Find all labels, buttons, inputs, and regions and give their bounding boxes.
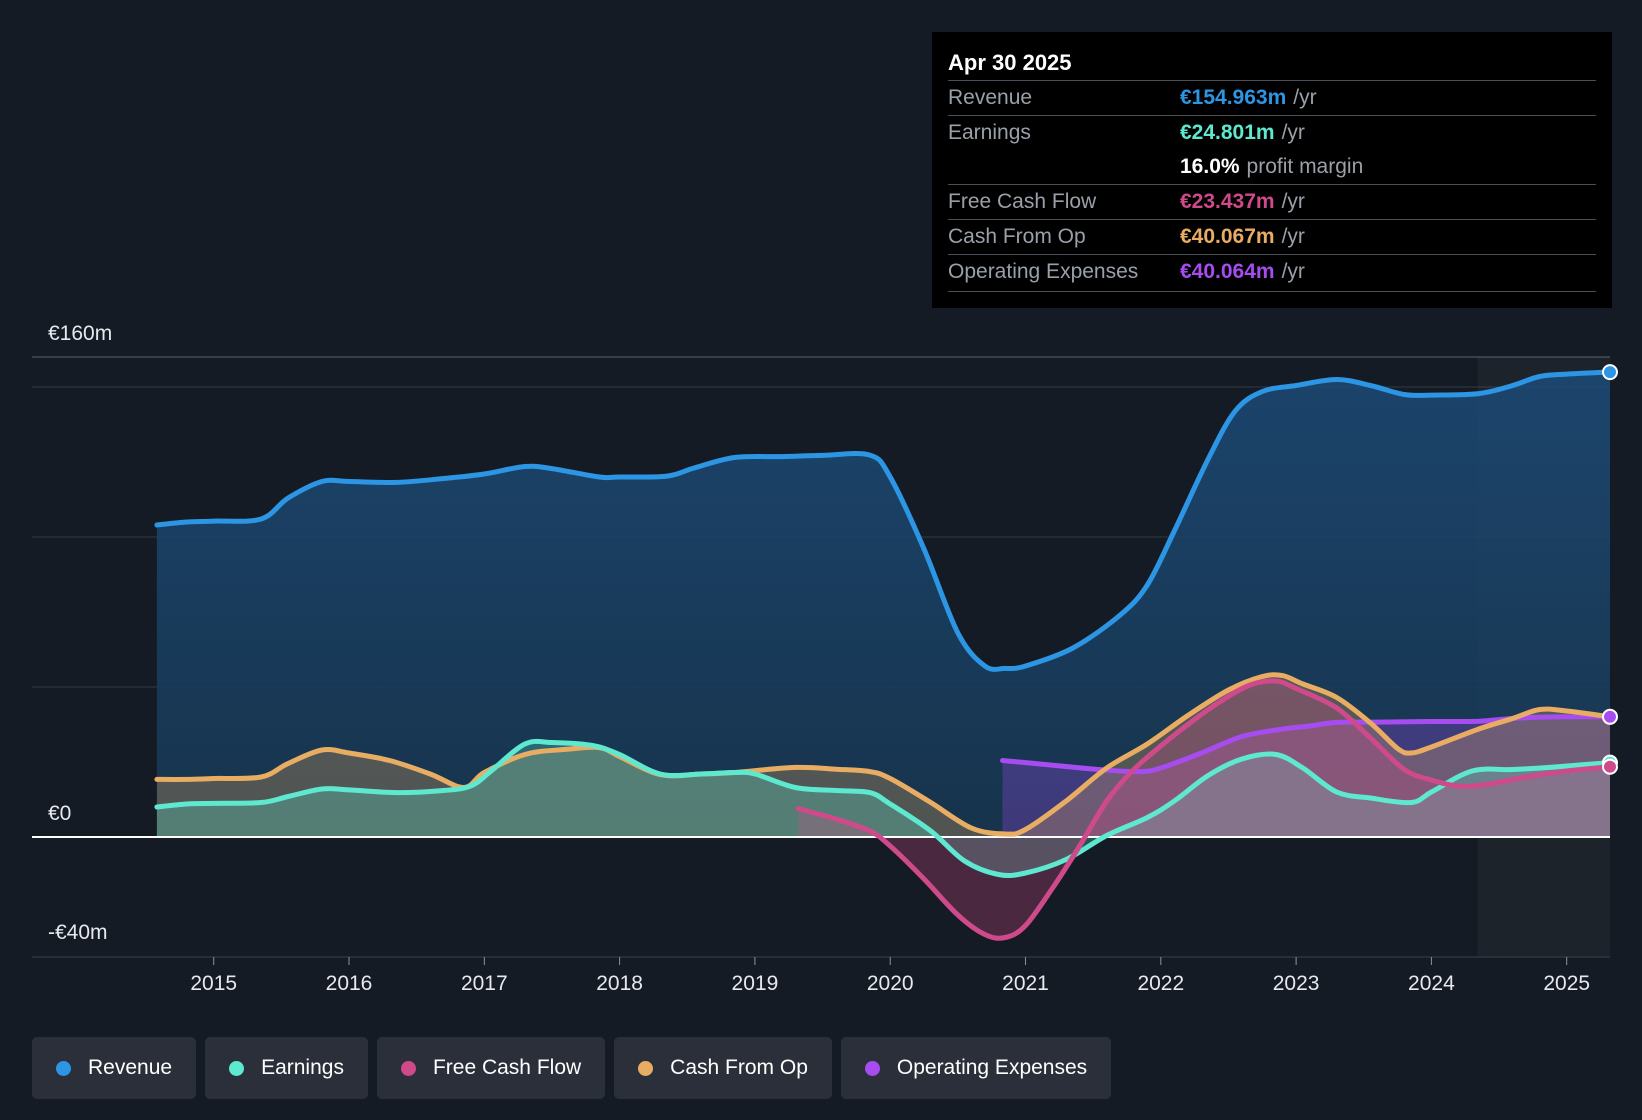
x-tick-label: 2017 bbox=[461, 972, 508, 995]
x-tick-label: 2015 bbox=[190, 972, 237, 995]
operating-expenses-dot-icon bbox=[864, 1060, 880, 1076]
legend-item-free-cash-flow[interactable]: Free Cash Flow bbox=[376, 1037, 606, 1099]
tooltip-row-earnings: Earnings €24.801m /yr bbox=[948, 115, 1596, 150]
x-tick-label: 2020 bbox=[867, 972, 914, 995]
revenue-area bbox=[156, 372, 1610, 837]
earnings-line bbox=[154, 738, 1613, 879]
tooltip-value: €154.963m bbox=[1180, 86, 1287, 109]
x-tick-label: 2023 bbox=[1273, 972, 1320, 995]
free-cash-flow-end-marker bbox=[1602, 758, 1618, 775]
x-tick-label: 2022 bbox=[1137, 972, 1184, 995]
operating-expenses-area bbox=[1002, 716, 1610, 837]
tooltip-row-operating-expenses: Operating Expenses €40.064m /yr bbox=[948, 254, 1596, 289]
legend-label: Cash From Op bbox=[670, 1056, 808, 1079]
x-tick-label: 2019 bbox=[732, 972, 779, 995]
tooltip-row-profit-margin: 16.0% profit margin bbox=[948, 150, 1596, 184]
tooltip-label: Operating Expenses bbox=[948, 260, 1139, 283]
legend-label: Operating Expenses bbox=[896, 1056, 1088, 1079]
tooltip-value: 16.0% bbox=[1180, 155, 1240, 178]
cash-from-op-line bbox=[154, 672, 1613, 837]
legend-label: Revenue bbox=[88, 1056, 173, 1079]
tooltip-label: Revenue bbox=[948, 86, 1033, 109]
tooltip-label: Earnings bbox=[948, 121, 1031, 144]
x-tick-label: 2016 bbox=[326, 972, 373, 995]
tooltip-unit: /yr bbox=[1281, 121, 1305, 144]
tooltip-unit: profit margin bbox=[1246, 155, 1364, 178]
x-tick-label: 2024 bbox=[1408, 972, 1455, 995]
tooltip-date: Apr 30 2025 bbox=[948, 50, 1072, 75]
y-label-bottom: -€40m bbox=[48, 921, 108, 944]
x-axis-ticks: 2015 2016 2017 2018 2019 2020 2021 2022 2023 2024… bbox=[190, 957, 1590, 995]
y-label-top: €160m bbox=[48, 322, 112, 345]
revenue-dot-icon bbox=[56, 1060, 71, 1076]
tooltip-unit: /yr bbox=[1293, 86, 1317, 109]
tooltip-value: €40.064m bbox=[1180, 260, 1275, 283]
tooltip-unit: /yr bbox=[1281, 190, 1305, 213]
cash-from-op-dot-icon bbox=[638, 1060, 654, 1076]
tooltip-unit: /yr bbox=[1281, 225, 1305, 248]
x-tick-label: 2018 bbox=[596, 972, 643, 995]
tooltip-label: Cash From Op bbox=[948, 225, 1086, 248]
legend-item-revenue[interactable]: Revenue bbox=[32, 1037, 197, 1099]
end-markers bbox=[1602, 364, 1618, 775]
tooltip-row-free-cash-flow: Free Cash Flow €23.437m /yr bbox=[948, 184, 1596, 219]
legend: Revenue Earnings Free Cash Flow Cash Fro… bbox=[32, 1037, 1112, 1099]
operating-expenses-end-marker bbox=[1602, 708, 1618, 725]
legend-item-earnings[interactable]: Earnings bbox=[205, 1037, 368, 1099]
legend-label: Free Cash Flow bbox=[432, 1056, 582, 1079]
legend-item-cash-from-op[interactable]: Cash From Op bbox=[614, 1037, 832, 1099]
tooltip-unit: /yr bbox=[1281, 260, 1305, 283]
tooltip-value: €40.067m bbox=[1180, 225, 1275, 248]
y-label-zero: €0 bbox=[48, 802, 71, 825]
operating-expenses-line bbox=[1000, 714, 1613, 775]
series-lines bbox=[154, 369, 1613, 941]
earnings-area bbox=[156, 741, 1610, 876]
tooltip-label: Free Cash Flow bbox=[948, 190, 1097, 213]
legend-label: Earnings bbox=[261, 1056, 344, 1079]
tooltip-value: €24.801m bbox=[1180, 121, 1275, 144]
tooltip-divider bbox=[948, 289, 1596, 292]
x-tick-label: 2021 bbox=[1002, 972, 1049, 995]
revenue-line bbox=[154, 369, 1613, 672]
earnings-dot-icon bbox=[229, 1060, 245, 1076]
x-tick-label: 2025 bbox=[1543, 972, 1590, 995]
tooltip-value: €23.437m bbox=[1180, 190, 1275, 213]
tooltip-row-revenue: Revenue €154.963m /yr bbox=[948, 80, 1596, 115]
free-cash-flow-dot-icon bbox=[400, 1060, 416, 1076]
revenue-end-marker bbox=[1602, 364, 1618, 381]
area-fills bbox=[156, 372, 1610, 939]
free-cash-flow-line bbox=[795, 678, 1613, 941]
tooltip-row-cash-from-op: Cash From Op €40.067m /yr bbox=[948, 219, 1596, 254]
cash-from-op-area bbox=[156, 674, 1610, 837]
legend-item-operating-expenses[interactable]: Operating Expenses bbox=[840, 1037, 1112, 1099]
tooltip-panel: Apr 30 2025 Revenue €154.963m /yr Earnin… bbox=[932, 32, 1612, 308]
